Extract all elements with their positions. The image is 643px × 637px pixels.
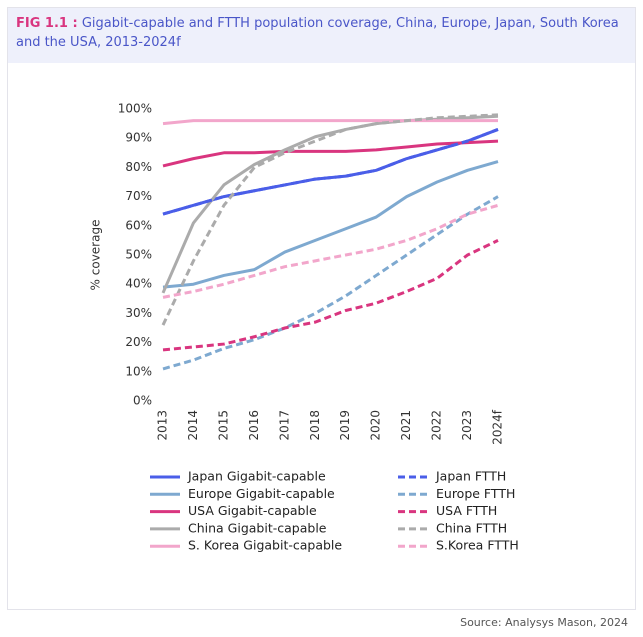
x-tick-label: 2015 <box>216 410 230 441</box>
series-line <box>162 139 499 168</box>
x-tick-label: 2020 <box>369 410 383 441</box>
series-line <box>161 113 499 326</box>
x-tick-label: 2013 <box>156 410 170 441</box>
legend-label: China FTTH <box>436 520 507 535</box>
header-band <box>8 8 635 63</box>
source: Source: Analysys Mason, 2024 <box>460 616 628 629</box>
legend-label: China Gigabit-capable <box>188 520 327 535</box>
header: FIG 1.1 : Gigabit-capable and FTTH popul… <box>16 14 626 52</box>
x-tick-label: 2018 <box>308 410 322 441</box>
legend-label: S. Korea Gigabit-capable <box>188 538 342 553</box>
legend-label: USA FTTH <box>436 503 497 518</box>
legend-label: S.Korea FTTH <box>436 538 519 553</box>
series-line <box>162 128 499 216</box>
legend-label: USA Gigabit-capable <box>188 503 317 518</box>
series-line <box>162 119 498 126</box>
y-tick-label: 10% <box>125 364 152 378</box>
legend-label: Japan Gigabit-capable <box>187 469 326 484</box>
x-tick-label: 2014 <box>186 410 200 441</box>
legend-label: Europe FTTH <box>436 486 515 501</box>
x-tick-label: 2021 <box>399 410 413 441</box>
series-line <box>162 195 499 371</box>
y-tick-label: 90% <box>125 131 152 145</box>
y-tick-label: 0% <box>133 394 152 408</box>
y-tick-label: 20% <box>125 335 152 349</box>
x-tick-label: 2016 <box>247 410 261 441</box>
y-tick-label: 40% <box>125 277 152 291</box>
y-tick-label: 50% <box>125 248 152 262</box>
y-axis-label: % coverage <box>89 220 103 291</box>
y-tick-label: 70% <box>125 189 152 203</box>
figure-label: FIG 1.1 : <box>16 16 78 31</box>
y-tick-label: 30% <box>125 306 152 320</box>
series-line <box>162 203 499 299</box>
x-tick-label: 2024f <box>491 409 505 445</box>
x-tick-label: 2017 <box>277 410 291 441</box>
x-tick-label: 2023 <box>460 410 474 441</box>
y-tick-label: 100% <box>118 102 152 116</box>
x-tick-label: 2019 <box>338 410 352 441</box>
x-tick-label: 2022 <box>430 410 444 441</box>
title-block: FIG 1.1 : Gigabit-capable and FTTH popul… <box>16 14 626 52</box>
series-line <box>162 239 499 352</box>
series-line <box>162 160 499 289</box>
y-tick-label: 80% <box>125 160 152 174</box>
chart-title: Gigabit-capable and FTTH population cove… <box>16 16 619 50</box>
y-tick-label: 60% <box>125 218 152 232</box>
legend-label: Japan FTTH <box>435 469 506 484</box>
legend-label: Europe Gigabit-capable <box>188 486 335 501</box>
